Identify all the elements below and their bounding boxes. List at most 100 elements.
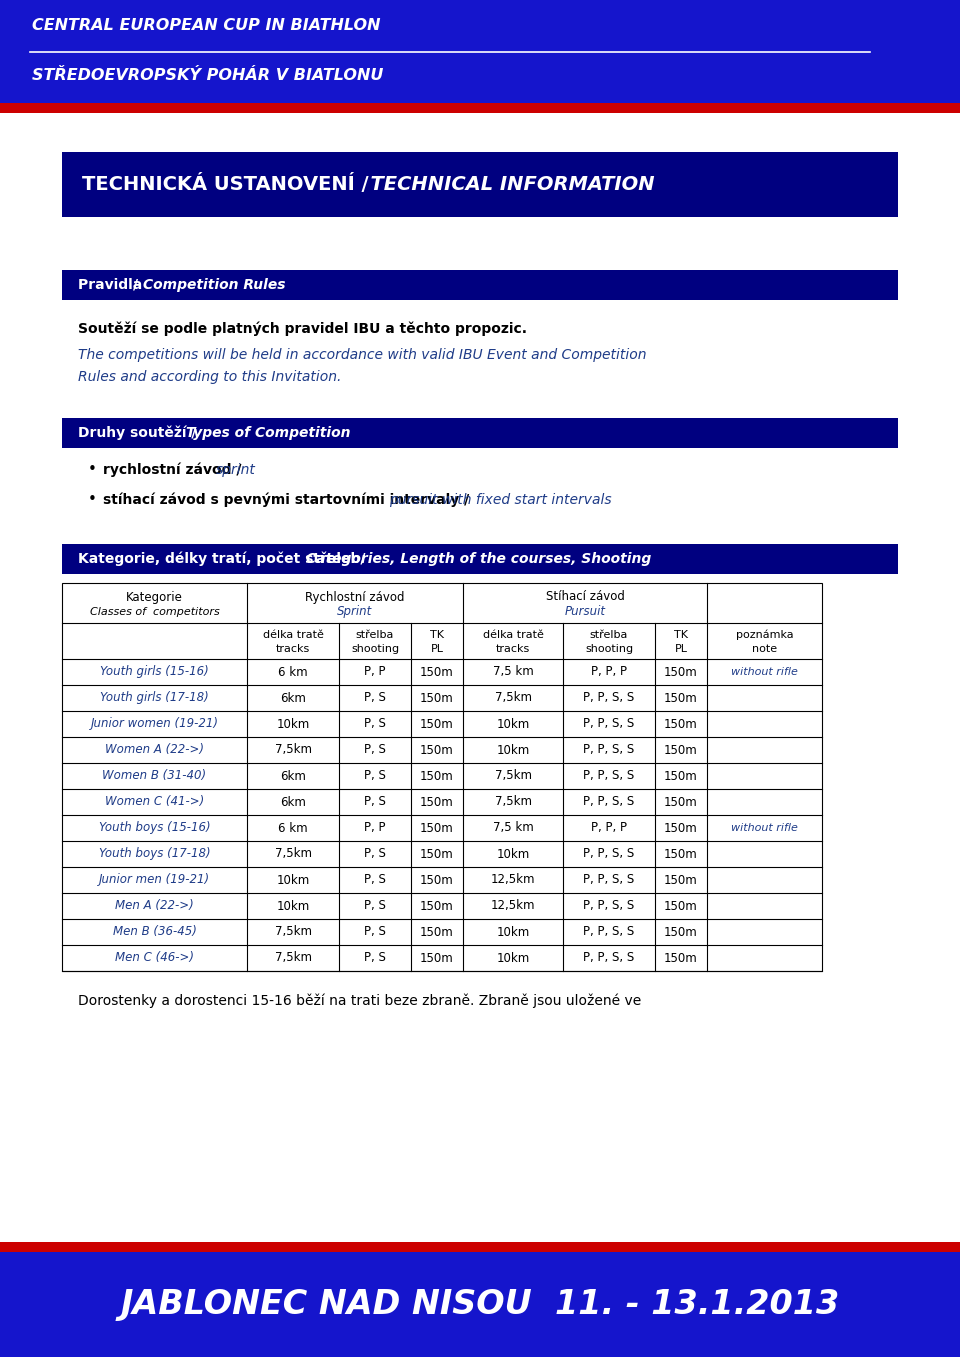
- Text: 150m: 150m: [420, 769, 454, 783]
- Text: /: /: [133, 278, 143, 292]
- Text: 7,5km: 7,5km: [275, 925, 311, 939]
- Text: sprint: sprint: [216, 463, 256, 478]
- Text: •: •: [88, 463, 97, 478]
- Text: 150m: 150m: [664, 951, 698, 965]
- Text: tracks: tracks: [496, 645, 530, 654]
- Text: 10km: 10km: [496, 925, 530, 939]
- Text: 150m: 150m: [664, 874, 698, 886]
- Text: P, P, S, S: P, P, S, S: [584, 769, 635, 783]
- Text: Dorostenky a dorostenci 15-16 běží na trati beze zbraně. Zbraně jsou uložené ve: Dorostenky a dorostenci 15-16 běží na tr…: [78, 993, 641, 1007]
- Text: 10km: 10km: [496, 848, 530, 860]
- Text: 6km: 6km: [280, 692, 306, 704]
- Text: 10km: 10km: [496, 718, 530, 730]
- Text: without rifle: without rifle: [732, 668, 798, 677]
- Text: P, S: P, S: [364, 744, 386, 756]
- Text: 150m: 150m: [420, 795, 454, 809]
- Text: 6km: 6km: [280, 769, 306, 783]
- Text: P, P, S, S: P, P, S, S: [584, 925, 635, 939]
- Text: P, S: P, S: [364, 951, 386, 965]
- Text: 12,5km: 12,5km: [491, 900, 536, 912]
- Text: PL: PL: [675, 645, 687, 654]
- Text: 7,5km: 7,5km: [494, 795, 532, 809]
- Text: 150m: 150m: [664, 665, 698, 678]
- Text: Junior men (19-21): Junior men (19-21): [99, 874, 210, 886]
- Text: střelba: střelba: [356, 630, 395, 641]
- Bar: [0, 1242, 960, 1253]
- Text: P, S: P, S: [364, 900, 386, 912]
- Text: P, S: P, S: [364, 769, 386, 783]
- Text: CENTRAL EUROPEAN CUP IN BIATHLON: CENTRAL EUROPEAN CUP IN BIATHLON: [32, 19, 380, 34]
- Text: P, S: P, S: [364, 795, 386, 809]
- Text: Druhy soutěží /: Druhy soutěží /: [78, 426, 202, 440]
- Text: Rychlostní závod: Rychlostní závod: [305, 590, 405, 604]
- Text: P, P, S, S: P, P, S, S: [584, 848, 635, 860]
- Text: Women A (22->): Women A (22->): [105, 744, 204, 756]
- Text: 10km: 10km: [276, 874, 310, 886]
- Text: 150m: 150m: [664, 769, 698, 783]
- Text: 7,5km: 7,5km: [494, 769, 532, 783]
- Text: 7,5km: 7,5km: [494, 692, 532, 704]
- Text: Youth boys (15-16): Youth boys (15-16): [99, 821, 210, 835]
- Text: délka tratě: délka tratě: [263, 630, 324, 641]
- Text: Women C (41->): Women C (41->): [105, 795, 204, 809]
- Text: rychlostní závod /: rychlostní závod /: [103, 463, 247, 478]
- Text: Men C (46->): Men C (46->): [115, 951, 194, 965]
- Text: P, P, S, S: P, P, S, S: [584, 692, 635, 704]
- Text: Classes of  competitors: Classes of competitors: [89, 607, 220, 617]
- Text: 10km: 10km: [276, 900, 310, 912]
- Text: 7,5km: 7,5km: [275, 744, 311, 756]
- Text: •: •: [88, 493, 97, 508]
- Text: tracks: tracks: [276, 645, 310, 654]
- Text: Women B (31-40): Women B (31-40): [103, 769, 206, 783]
- Text: Types of Competition: Types of Competition: [186, 426, 350, 440]
- Text: Men B (36-45): Men B (36-45): [112, 925, 197, 939]
- Text: without rifle: without rifle: [732, 822, 798, 833]
- Text: The competitions will be held in accordance with valid IBU Event and Competition: The competitions will be held in accorda…: [78, 347, 646, 362]
- Text: střelba: střelba: [589, 630, 628, 641]
- Text: 150m: 150m: [420, 821, 454, 835]
- Text: Sprint: Sprint: [337, 605, 372, 619]
- Text: Rules and according to this Invitation.: Rules and according to this Invitation.: [78, 370, 342, 384]
- Text: 10km: 10km: [496, 744, 530, 756]
- Text: Pursuit: Pursuit: [564, 605, 606, 619]
- Text: P, P, S, S: P, P, S, S: [584, 951, 635, 965]
- Text: poznámka: poznámka: [735, 630, 793, 641]
- Text: 150m: 150m: [420, 900, 454, 912]
- Text: 150m: 150m: [420, 951, 454, 965]
- Text: 10km: 10km: [276, 718, 310, 730]
- Bar: [62, 544, 898, 574]
- Text: 150m: 150m: [420, 874, 454, 886]
- Text: Competition Rules: Competition Rules: [143, 278, 285, 292]
- Text: 150m: 150m: [664, 718, 698, 730]
- Text: P, P: P, P: [364, 821, 386, 835]
- Text: Men A (22->): Men A (22->): [115, 900, 194, 912]
- Text: Soutěží se podle platných pravidel IBU a těchto propozic.: Soutěží se podle platných pravidel IBU a…: [78, 322, 527, 337]
- Text: shooting: shooting: [585, 645, 633, 654]
- Text: 7,5km: 7,5km: [275, 848, 311, 860]
- Text: pursuit with fixed start intervals: pursuit with fixed start intervals: [389, 493, 612, 508]
- Text: P, S: P, S: [364, 925, 386, 939]
- Text: P, S: P, S: [364, 692, 386, 704]
- Text: P, P, P: P, P, P: [591, 665, 627, 678]
- Text: 7,5km: 7,5km: [275, 951, 311, 965]
- Text: shooting: shooting: [351, 645, 399, 654]
- Bar: [0, 103, 960, 113]
- Text: P, S: P, S: [364, 874, 386, 886]
- Bar: [62, 418, 898, 448]
- Text: 6 km: 6 km: [278, 821, 308, 835]
- Text: Kategorie: Kategorie: [126, 590, 183, 604]
- Text: Youth girls (17-18): Youth girls (17-18): [100, 692, 209, 704]
- Text: TK: TK: [430, 630, 444, 641]
- Text: 150m: 150m: [664, 795, 698, 809]
- Text: 150m: 150m: [664, 692, 698, 704]
- Text: P, P, S, S: P, P, S, S: [584, 718, 635, 730]
- Text: 150m: 150m: [420, 692, 454, 704]
- Bar: [0, 1253, 960, 1357]
- Text: P, P, S, S: P, P, S, S: [584, 795, 635, 809]
- Text: Pravidla: Pravidla: [78, 278, 147, 292]
- Text: Junior women (19-21): Junior women (19-21): [90, 718, 219, 730]
- Text: 12,5km: 12,5km: [491, 874, 536, 886]
- Text: 150m: 150m: [664, 744, 698, 756]
- Text: 150m: 150m: [420, 925, 454, 939]
- Bar: [62, 270, 898, 300]
